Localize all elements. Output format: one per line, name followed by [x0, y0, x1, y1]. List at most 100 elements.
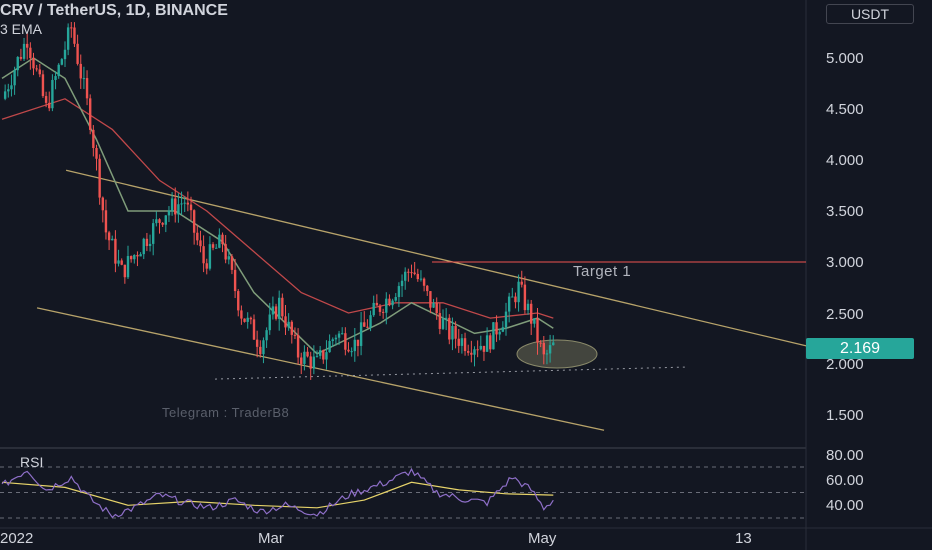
candle-body — [259, 346, 262, 355]
candle-body — [218, 234, 221, 248]
candle-body — [208, 244, 212, 269]
candle-body — [457, 338, 460, 346]
candle-body — [177, 204, 180, 215]
rsi-tick: 40.00 — [826, 497, 864, 514]
price-tick: 3.000 — [826, 254, 864, 271]
candle-body — [224, 244, 227, 260]
candle-body — [492, 322, 495, 350]
candle-body — [76, 43, 79, 64]
candle-body — [111, 238, 114, 241]
candle-body — [54, 76, 57, 80]
candle-body — [375, 302, 379, 306]
candle-body — [174, 198, 177, 215]
currency-button[interactable]: USDT — [826, 4, 914, 24]
symbol-title[interactable]: CRV / TetherUS, 1D, BINANCE — [0, 2, 228, 19]
candle-body — [315, 355, 319, 357]
candle-body — [161, 222, 164, 225]
candle-body — [16, 57, 19, 71]
candle-body — [542, 342, 545, 355]
candle-body — [136, 254, 139, 257]
rsi-title[interactable]: RSI — [20, 454, 44, 470]
candle-body — [114, 238, 117, 264]
candle-body — [19, 57, 23, 59]
candle-body — [240, 310, 243, 319]
price-tick: 2.500 — [826, 306, 864, 323]
candle-body — [372, 302, 375, 316]
candle-body — [167, 210, 171, 216]
price-tick: 3.500 — [826, 203, 864, 220]
candle-body — [51, 79, 54, 109]
candle-body — [186, 202, 190, 205]
candle-body — [199, 240, 202, 247]
candle-body — [281, 297, 284, 317]
time-tick: May — [528, 530, 557, 547]
candle-body — [233, 269, 237, 292]
candle-body — [13, 70, 16, 86]
candle-body — [142, 238, 145, 255]
candle-body — [347, 349, 350, 352]
candle-body — [158, 219, 161, 223]
candle-body — [391, 300, 394, 306]
candle-body — [504, 311, 508, 328]
candle-body — [400, 280, 404, 287]
candle-body — [126, 256, 130, 278]
candle-body — [246, 317, 249, 322]
rsi-tick: 60.00 — [826, 472, 864, 489]
candle-body — [306, 351, 309, 357]
candle-body — [205, 263, 208, 269]
candle-body — [29, 47, 32, 59]
candle-body — [70, 27, 73, 29]
candle-body — [73, 27, 76, 44]
candle-body — [407, 271, 410, 273]
candle-body — [249, 317, 253, 320]
candle-body — [482, 345, 486, 352]
candle-body — [460, 338, 464, 346]
candle-body — [139, 254, 142, 257]
candle-body — [82, 78, 86, 80]
candle-body — [463, 338, 467, 352]
candle-body — [441, 318, 445, 329]
price-tick: 2.000 — [826, 356, 864, 373]
candle-body — [410, 272, 413, 274]
candle-body — [180, 203, 183, 205]
candle-body — [89, 98, 92, 130]
candle-body — [155, 219, 158, 224]
telegram-watermark: Telegram : TraderB8 — [162, 405, 290, 420]
candle-body — [85, 78, 89, 99]
candle-body — [300, 357, 303, 364]
price-tick: 4.500 — [826, 101, 864, 118]
candle-body — [211, 244, 215, 248]
candle-body — [520, 281, 523, 285]
indicator-label[interactable]: 3 EMA — [0, 21, 43, 37]
candle-body — [133, 254, 136, 260]
candle-body — [164, 215, 167, 225]
candle-body — [404, 271, 407, 281]
candle-body — [325, 352, 328, 360]
candle-body — [454, 325, 457, 339]
candle-body — [533, 318, 536, 324]
candle-body — [523, 284, 527, 311]
candle-body — [278, 297, 281, 319]
ema-slow-line — [1, 98, 554, 319]
candle-body — [120, 260, 123, 265]
candle-body — [426, 285, 429, 292]
candle-body — [98, 158, 101, 198]
channel-lower-line — [36, 307, 605, 431]
candle-body — [485, 335, 489, 352]
candle-body — [117, 260, 120, 264]
candle-body — [514, 296, 517, 303]
candle-body — [476, 349, 479, 351]
candle-body — [252, 319, 256, 340]
candle-body — [438, 313, 442, 329]
candle-body — [145, 238, 149, 247]
ema-fast-line — [1, 57, 554, 355]
candle-body — [341, 333, 344, 335]
candle-body — [397, 286, 401, 298]
candle-body — [10, 85, 13, 90]
candle-body — [337, 333, 341, 338]
candle-body — [243, 318, 246, 322]
candle-body — [79, 63, 82, 79]
candle-body — [363, 322, 366, 327]
candle-body — [378, 305, 382, 312]
